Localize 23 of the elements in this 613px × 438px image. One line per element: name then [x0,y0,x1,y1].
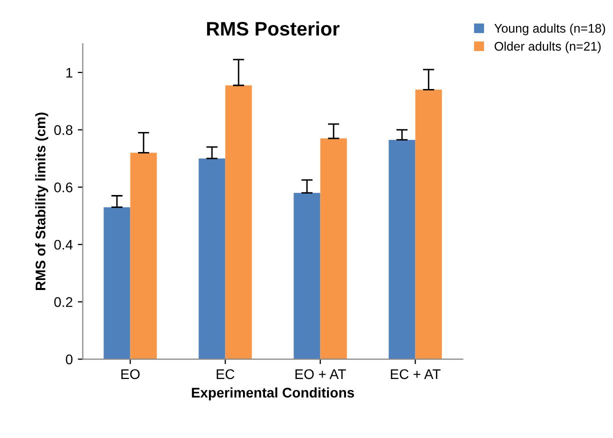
bar [320,138,347,360]
y-tick-label: 0 [66,354,72,364]
bar [388,140,416,360]
y-tick-label: 1 [66,68,72,78]
bar [415,90,442,360]
x-tick-label: EO [121,369,140,380]
bar [294,192,320,360]
legend-label: Young adults (n=18) [494,24,606,36]
bar [225,85,252,360]
y-tick-label: 0.6 [54,182,72,192]
bar [104,207,130,360]
y-axis-title: RMS of Stability limits (cm) [35,112,48,290]
y-tick-label: 0.4 [54,240,73,250]
y-tick-label: 0.2 [54,297,72,307]
x-tick-label: EC + AT [390,369,441,380]
x-tick-label: EO + AT [296,369,346,380]
legend-label: Older adults (n=21) [494,42,601,54]
x-tick-label: EC [216,369,234,380]
y-tick-label: 0.8 [54,125,72,135]
bar [198,158,226,360]
bar [130,152,157,360]
chart-title: RMS Posterior [207,21,340,36]
x-axis-title: Experimental Conditions [192,387,354,400]
